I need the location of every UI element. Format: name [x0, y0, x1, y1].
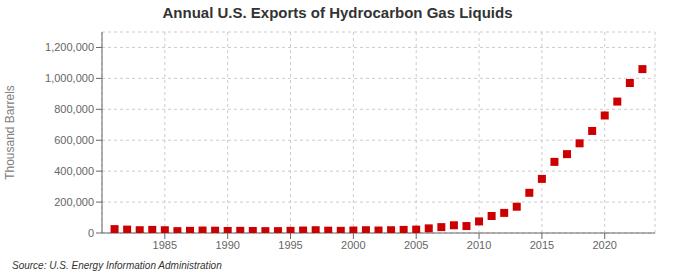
svg-text:1985: 1985 — [153, 239, 177, 251]
svg-text:1,200,000: 1,200,000 — [45, 41, 94, 53]
svg-text:2020: 2020 — [592, 239, 616, 251]
html-text:Annual U.S. Exports of Hydroca: Annual U.S. Exports of Hydrocarbon Gas L… — [162, 4, 513, 21]
svg-text:0: 0 — [88, 227, 94, 239]
svg-text:2015: 2015 — [530, 239, 554, 251]
svg-text:200,000: 200,000 — [54, 196, 94, 208]
svg-text:1990: 1990 — [215, 239, 239, 251]
svg-text:1995: 1995 — [278, 239, 302, 251]
svg-text:400,000: 400,000 — [54, 165, 94, 177]
svg-text:800,000: 800,000 — [54, 103, 94, 115]
html-text:Source: U.S. Energy Informatio: Source: U.S. Energy Information Administ… — [12, 260, 222, 271]
svg-text:1,000,000: 1,000,000 — [45, 72, 94, 84]
svg-text:Thousand Barrels: Thousand Barrels — [8, 85, 17, 180]
svg-text:2010: 2010 — [467, 239, 491, 251]
svg-text:600,000: 600,000 — [54, 134, 94, 146]
svg-text:2005: 2005 — [404, 239, 428, 251]
svg-text:2000: 2000 — [341, 239, 365, 251]
